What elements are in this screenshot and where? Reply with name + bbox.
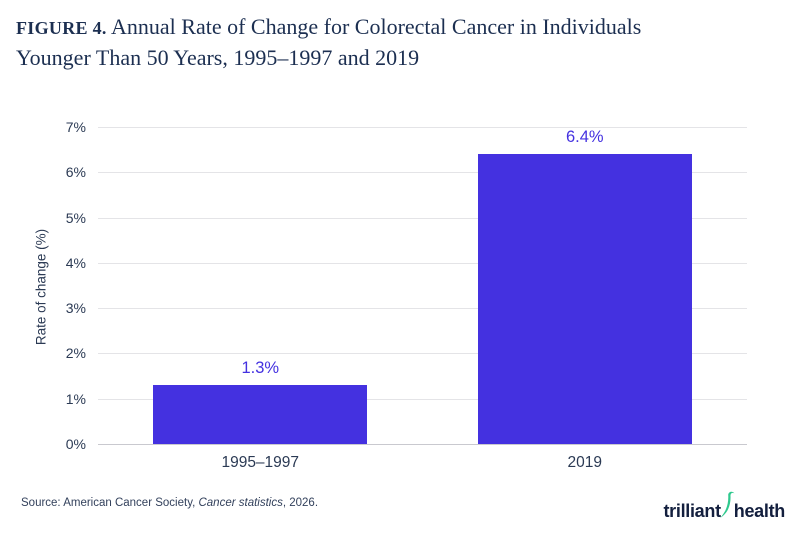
- source-note: Source: American Cancer Society, Cancer …: [21, 497, 318, 509]
- gridline: [98, 127, 747, 128]
- y-tick-label: 2%: [65, 345, 86, 362]
- figure-label: FIGURE 4.: [16, 18, 107, 38]
- y-tick-label: 1%: [65, 390, 86, 407]
- x-axis-label: 2019: [567, 454, 602, 471]
- figure-title-line1: Annual Rate of Change for Colorectal Can…: [111, 14, 642, 39]
- figure-title: FIGURE 4. Annual Rate of Change for Colo…: [16, 12, 641, 73]
- bar-value-label: 1.3%: [241, 359, 280, 378]
- y-axis-title: Rate of change (%): [33, 228, 49, 346]
- logo-word-health: health: [733, 501, 786, 521]
- gridline: [98, 308, 747, 310]
- x-axis-label: 1995–1997: [221, 454, 300, 471]
- source-text: Source: American Cancer Society,: [21, 497, 199, 509]
- y-tick-label: 0%: [65, 436, 86, 452]
- gridline: [98, 217, 747, 219]
- y-tick-label: 4%: [65, 254, 86, 271]
- logo-swoosh-icon: [719, 491, 735, 524]
- bar-2019: [477, 154, 692, 444]
- bar-value-label: 6.4%: [565, 128, 604, 147]
- y-tick-label: 7%: [65, 119, 86, 135]
- gridline: [98, 172, 747, 174]
- y-tick-label: 6%: [65, 164, 86, 181]
- source-journal-italic: Cancer statistics: [198, 497, 283, 509]
- logo-word-trilliant: trilliant: [663, 501, 721, 521]
- trilliant-health-logo: trilliant health: [663, 491, 785, 522]
- y-tick-label: 5%: [65, 209, 86, 226]
- gridline: [98, 262, 747, 264]
- figure-title-line2: Younger Than 50 Years, 1995–1997 and 201…: [16, 45, 420, 70]
- plot-area: 1.3% 6.4%: [98, 127, 747, 445]
- source-year: , 2026.: [282, 497, 319, 509]
- gridline: [98, 353, 747, 355]
- gridline: [98, 398, 747, 400]
- x-axis-baseline: [98, 444, 747, 445]
- y-tick-label: 3%: [65, 300, 86, 317]
- bar-1995-1997: [153, 385, 368, 444]
